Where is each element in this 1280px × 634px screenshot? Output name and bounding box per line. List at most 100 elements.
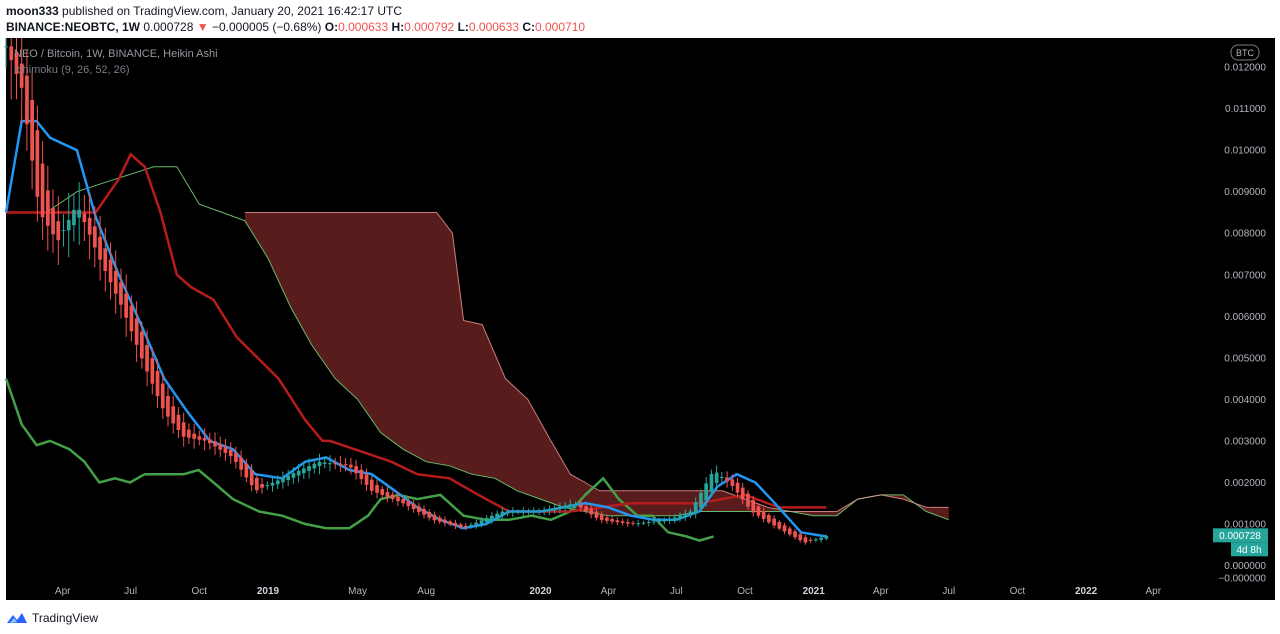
candle: [19, 38, 24, 124]
currency-badge[interactable]: BTC: [1230, 44, 1260, 61]
y-tick-label: 0.002000: [1224, 478, 1266, 489]
price-chart[interactable]: 0.012000 0.011000 0.010000 0.009000 0.008000…: [0, 38, 1280, 602]
candle: [767, 513, 771, 524]
x-tick-label: Apr: [873, 586, 889, 597]
candle: [171, 396, 176, 434]
candle: [93, 206, 97, 268]
candle-body: [343, 464, 348, 466]
x-tick-label: 2019: [257, 586, 280, 597]
candle-body: [98, 236, 102, 260]
y-tick-label: 0.000000: [1224, 561, 1266, 572]
time-scale[interactable]: [6, 578, 1213, 600]
candle-body: [197, 436, 202, 440]
candle-body: [469, 524, 473, 527]
candle-body: [657, 520, 661, 522]
candle: [761, 507, 766, 523]
candle: [521, 507, 526, 516]
candle-body: [291, 473, 296, 478]
candle: [610, 516, 614, 525]
candle: [46, 165, 50, 251]
candle: [35, 105, 40, 222]
candle: [662, 517, 667, 525]
candle: [328, 455, 332, 472]
author-name[interactable]: moon333: [6, 4, 59, 18]
candle: [77, 182, 81, 245]
series-legend-title[interactable]: NEO / Bitcoin, 1W, BINANCE, Heikin Ashi: [14, 48, 218, 60]
candle: [777, 520, 782, 531]
candle-body: [61, 230, 66, 231]
candle-body: [547, 509, 552, 512]
candle: [307, 458, 311, 479]
candle: [735, 477, 740, 498]
candle: [720, 472, 724, 483]
candle: [667, 516, 672, 524]
candle-body: [354, 466, 358, 474]
candle: [432, 511, 437, 524]
candle-body: [537, 511, 541, 513]
price-scale[interactable]: [1213, 38, 1275, 600]
candle-body: [108, 259, 113, 283]
currency-label: BTC: [1236, 48, 1255, 58]
tradingview-footer[interactable]: TradingView: [6, 608, 98, 628]
open-label: O:: [324, 20, 339, 34]
candle-body: [275, 480, 280, 485]
indicator-legend[interactable]: Ichimoku (9, 26, 52, 26): [14, 64, 130, 76]
candle: [819, 535, 823, 543]
x-tick-label: 2022: [1075, 586, 1098, 597]
candle-body: [824, 536, 829, 539]
candle: [260, 477, 264, 494]
candle-body: [787, 528, 792, 535]
x-tick-label: Aug: [417, 586, 435, 597]
candle-body: [511, 511, 515, 513]
candle: [192, 423, 196, 449]
candle-body: [129, 305, 134, 332]
candle-body: [317, 461, 322, 467]
x-tick-label: Jul: [124, 586, 137, 597]
candle-body: [761, 511, 766, 519]
candle: [474, 519, 479, 529]
candle-body: [302, 468, 306, 474]
candle-body: [270, 482, 275, 486]
candle-body: [9, 46, 14, 61]
candle-body: [228, 449, 233, 457]
high-value: 0.000792: [404, 20, 455, 34]
candle-body: [40, 163, 45, 218]
candle-body: [652, 521, 656, 523]
candle-body: [594, 511, 599, 518]
candle: [129, 295, 134, 342]
candle: [270, 476, 275, 492]
y-tick-label: 0.008000: [1224, 229, 1266, 240]
candle: [584, 503, 588, 514]
candle: [563, 502, 567, 512]
candle-body: [46, 190, 50, 226]
candle: [275, 475, 280, 489]
publish-info: moon333 published on TradingView.com, Ja…: [6, 4, 402, 18]
candle: [108, 242, 113, 300]
candle-body: [636, 523, 641, 525]
candle-body: [620, 521, 625, 523]
candle: [322, 458, 327, 469]
candle: [25, 49, 29, 151]
candle: [51, 189, 55, 253]
published-text: published on TradingView.com, January 20…: [62, 4, 403, 18]
candle: [714, 465, 719, 490]
candle: [516, 509, 520, 515]
candle: [558, 502, 562, 514]
candle: [814, 537, 818, 543]
candle: [239, 450, 243, 477]
candle: [490, 512, 494, 524]
candle: [369, 475, 374, 495]
x-tick-label: Oct: [1010, 586, 1026, 597]
y-tick-label: 0.001000: [1224, 520, 1266, 531]
change-arrow-icon: ▼: [196, 20, 209, 34]
candle: [422, 505, 426, 519]
x-tick-label: Apr: [1146, 586, 1162, 597]
candle: [87, 193, 92, 260]
candle-body: [814, 539, 818, 541]
candle-body: [150, 358, 155, 384]
candle: [213, 432, 217, 456]
candle-body: [333, 463, 338, 465]
candle-body: [187, 429, 191, 438]
candle: [380, 485, 385, 499]
candle: [140, 321, 144, 369]
